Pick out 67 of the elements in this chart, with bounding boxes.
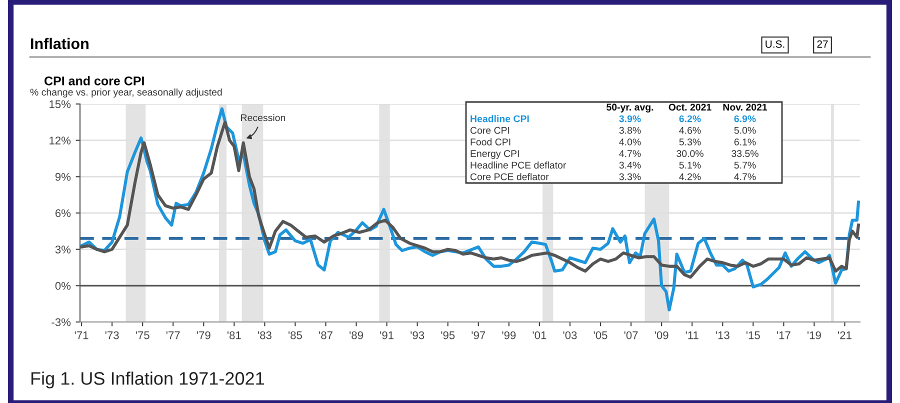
x-tick-label: '87: [319, 331, 332, 340]
x-tick-label: '09: [654, 331, 668, 340]
annotation: 4.7%: [619, 150, 641, 157]
x-tick-label: '71: [74, 331, 88, 340]
text: 27: [817, 40, 828, 48]
x-tick-label: '01: [532, 331, 546, 340]
x-tick-label: '99: [502, 331, 516, 340]
x-tick-label: '91: [380, 331, 394, 340]
annotation: 3.3%: [619, 173, 641, 180]
annotation: 3.9%: [619, 115, 641, 122]
annotation: 50-yr. avg.: [606, 104, 654, 113]
y-tick-label: 0%: [55, 282, 71, 290]
annotation: 6.9%: [734, 115, 756, 122]
annotation: Food CPI: [470, 138, 510, 146]
x-tick-label: '93: [410, 331, 424, 340]
annotation: 5.0%: [734, 126, 756, 134]
text: Headline CPI: [470, 115, 529, 122]
annotation: 33.5%: [732, 150, 758, 158]
annotation: 3.4%: [619, 162, 641, 169]
annotation: 5.1%: [679, 162, 701, 169]
x-tick-label: '07: [624, 331, 638, 340]
x-tick-label: '89: [350, 331, 363, 340]
x-tick-label: '05: [594, 331, 608, 340]
x-tick-label: '83: [258, 331, 272, 340]
y-tick-label: 9%: [55, 172, 71, 181]
x-tick-label: '95: [441, 331, 455, 340]
caption: Fig 1. US Inflation 1971-2021: [31, 372, 264, 388]
x-tick-label: '15: [746, 331, 760, 340]
y-tick-label: 6%: [55, 209, 71, 218]
text: Inflation: [31, 38, 88, 50]
x-tick-label: '73: [105, 331, 119, 340]
x-tick-label: '11: [686, 331, 698, 340]
x-tick-label: '19: [808, 331, 821, 340]
annotation: 6.1%: [734, 138, 756, 146]
chart-title: CPI and core CPI: [44, 76, 144, 86]
y-tick-label: 12%: [50, 136, 71, 144]
y-tick-label: 3%: [55, 246, 71, 254]
annotation: 4.2%: [679, 173, 701, 180]
x-tick-label: '13: [716, 331, 730, 340]
chart-subtitle: % change vs. prior year, seasonally adjusted: [30, 88, 222, 98]
x-tick-label: '17: [777, 331, 790, 340]
annotation: Energy CPI: [470, 150, 519, 159]
y-tick-label: -3%: [52, 318, 71, 326]
annotation: Headline PCE deflator: [470, 161, 566, 169]
annotation: 5.7%: [734, 162, 756, 169]
annotation: 4.6%: [679, 126, 701, 134]
y-tick-label: 15%: [50, 100, 71, 108]
annotation: 4.7%: [734, 173, 756, 180]
x-tick-label: '77: [166, 331, 180, 340]
annotation: Core PCE deflator: [470, 173, 549, 180]
x-tick-label: '97: [472, 331, 486, 340]
annotation: Oct. 2021: [668, 104, 712, 111]
annotation: 3.8%: [619, 126, 641, 134]
x-tick-label: '79: [196, 331, 210, 340]
x-tick-label: '85: [288, 331, 302, 340]
x-tick-label: '03: [563, 331, 577, 340]
annotation: 5.3%: [679, 138, 701, 146]
annotation: Nov. 2021: [723, 104, 768, 111]
annotation: 4.0%: [619, 138, 641, 146]
annotation: Recession: [241, 114, 286, 122]
annotation: 30.0%: [676, 150, 704, 158]
x-tick-label: '75: [136, 331, 150, 340]
annotation: 6.2%: [679, 115, 701, 122]
text: U.S.: [766, 40, 784, 48]
x-tick-label: '81: [227, 331, 241, 340]
x-tick-label: '21: [838, 331, 852, 340]
text: Core CPI: [470, 126, 510, 134]
